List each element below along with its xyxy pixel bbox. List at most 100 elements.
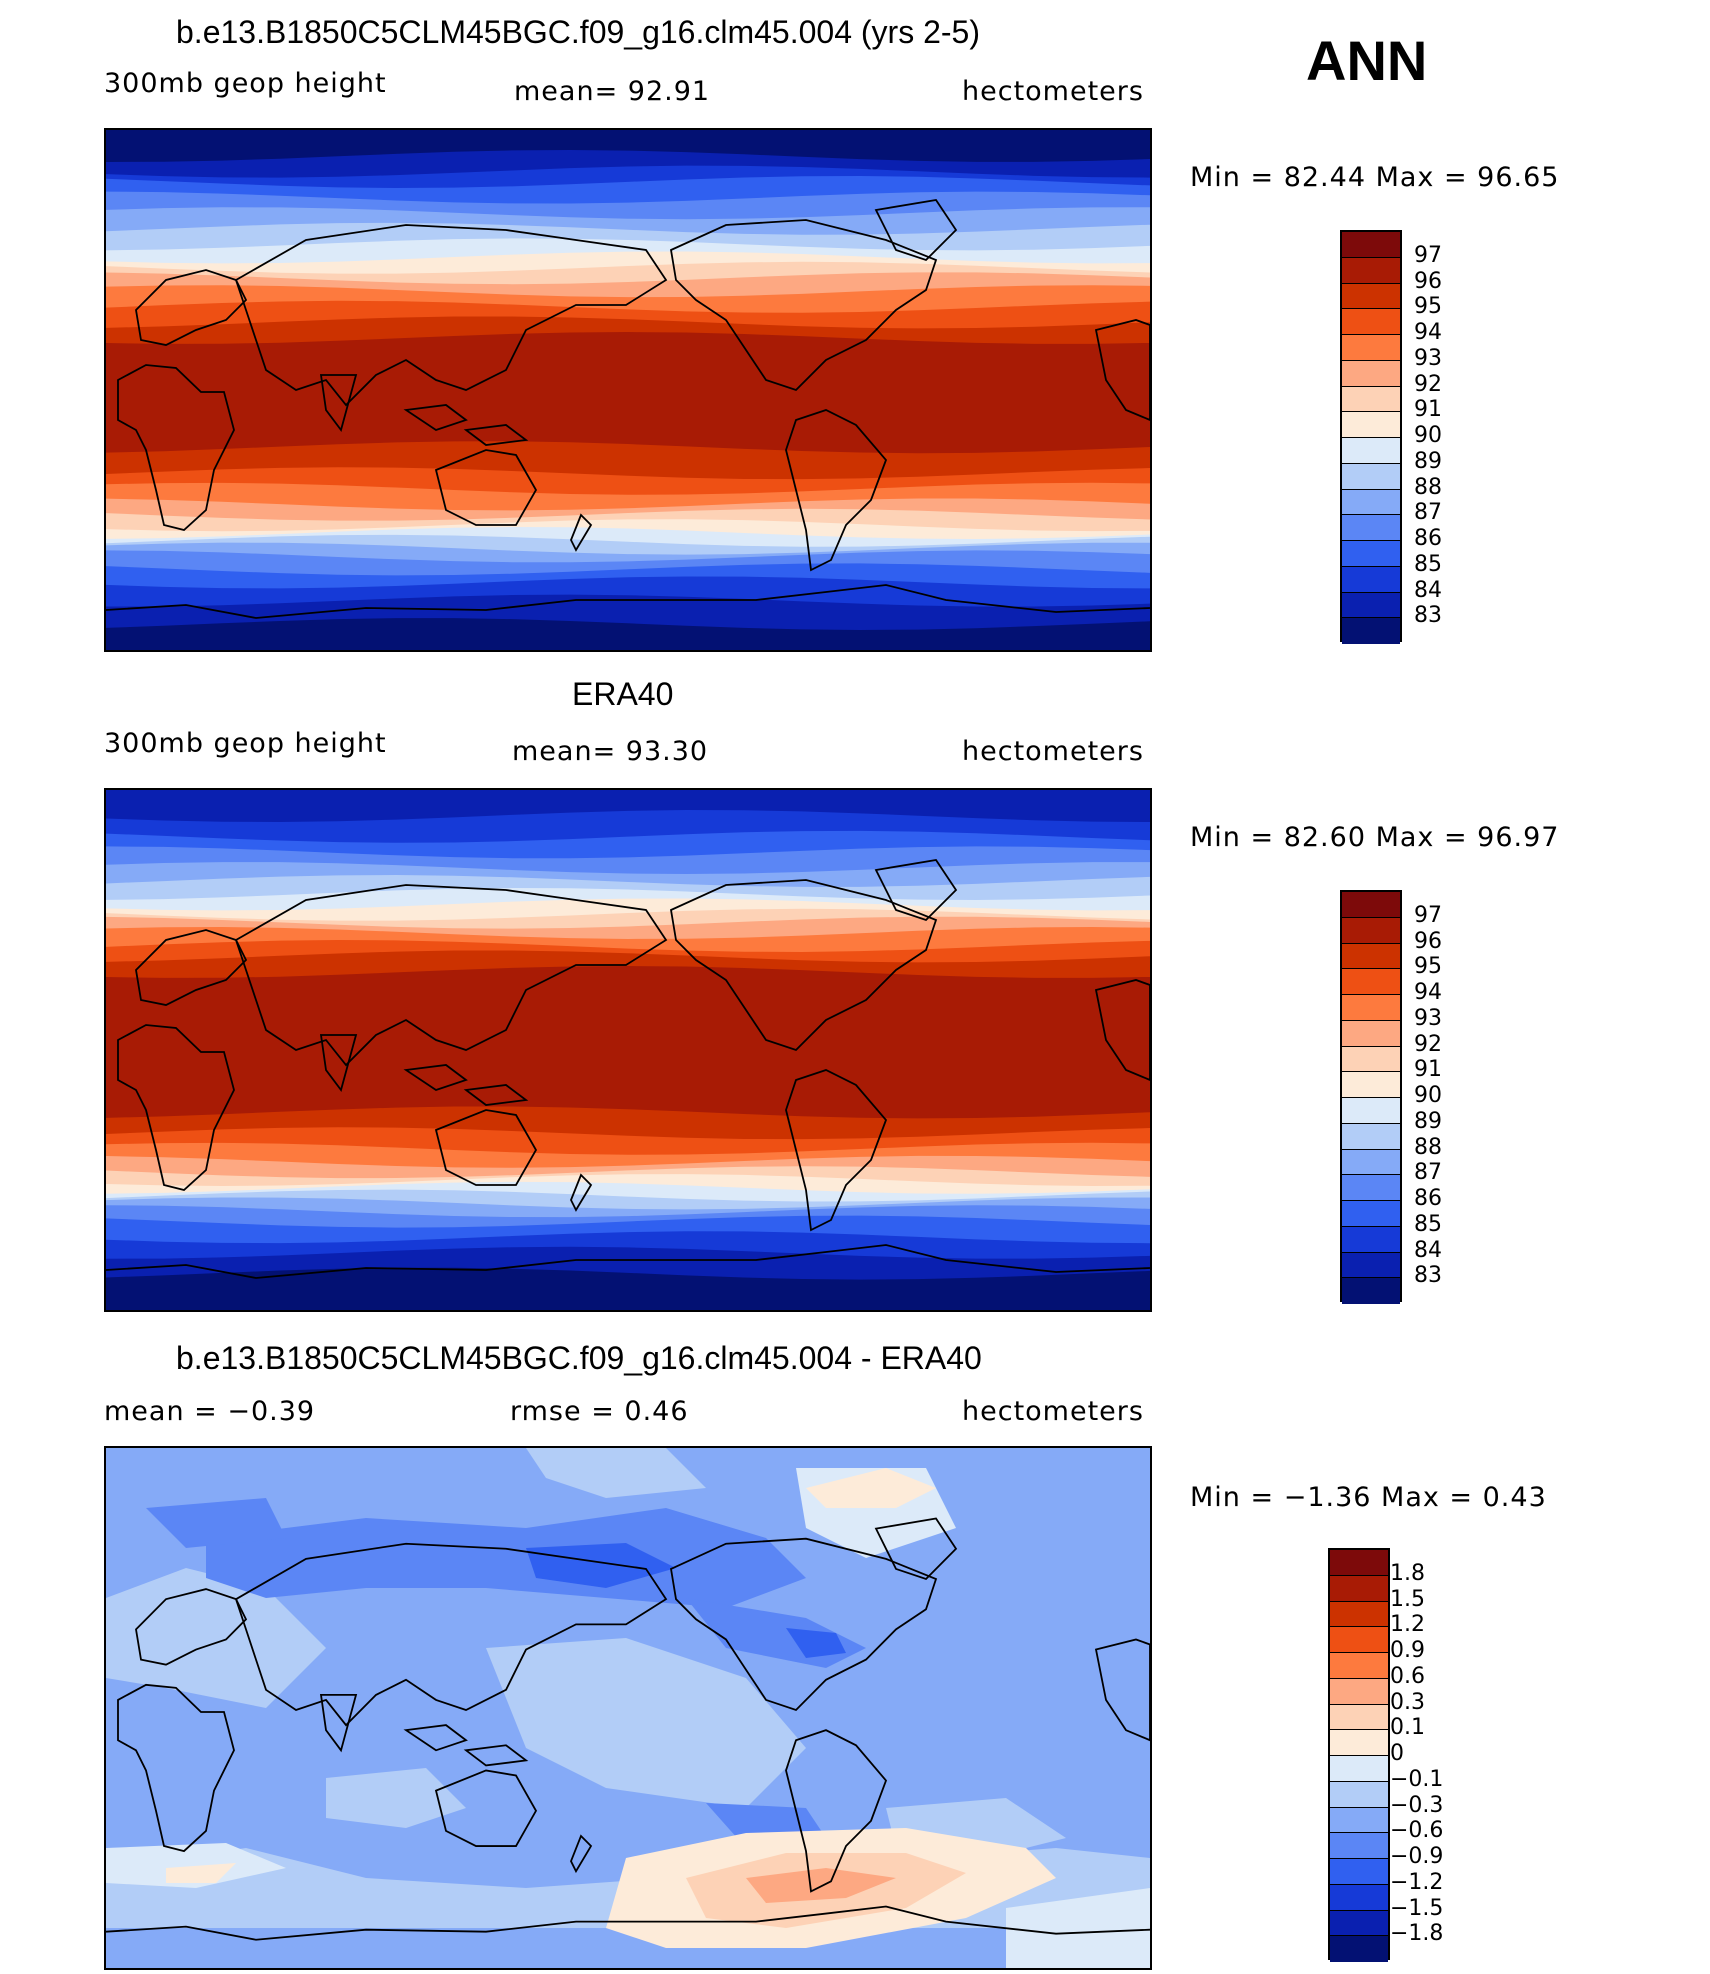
colorbar-segment (1342, 917, 1400, 944)
colorbar-tick-label: 86 (1414, 526, 1442, 551)
panel3-colorbar (1328, 1548, 1390, 1962)
colorbar-segment (1342, 309, 1400, 335)
colorbar-tick-label: 96 (1414, 928, 1442, 954)
colorbar-tick-label: 85 (1414, 551, 1442, 577)
colorbar-segment (1330, 1833, 1388, 1859)
colorbar-segment (1342, 283, 1400, 310)
coastline (117, 1683, 235, 1853)
contour-band (486, 1638, 806, 1808)
colorbar-segment (1342, 438, 1400, 464)
contour-band (106, 332, 1150, 456)
colorbar-segment (1342, 232, 1400, 258)
panel2-units-label: hectometers (962, 736, 1144, 767)
colorbar-tick-label: 85 (1414, 1211, 1442, 1237)
colorbar-segment (1342, 566, 1400, 593)
coastline (135, 269, 248, 346)
colorbar-tick-label: 97 (1414, 902, 1442, 928)
colorbar-segment (1342, 1098, 1400, 1124)
colorbar-segment (1330, 1550, 1388, 1576)
panel2-mean-label: mean= 93.30 (512, 736, 709, 767)
colorbar-tick-label: 83 (1414, 603, 1442, 629)
colorbar-tick-label: 89 (1414, 448, 1442, 474)
coastline (319, 1693, 358, 1753)
colorbar-tick-label: 95 (1414, 294, 1442, 320)
colorbar-tick-label: 0 (1390, 1741, 1404, 1766)
colorbar-segment (1330, 1575, 1388, 1602)
colorbar-tick-label: 1.5 (1390, 1586, 1425, 1612)
panel1-units-label: hectometers (962, 76, 1144, 107)
contour-band (806, 1468, 936, 1508)
colorbar-tick-label: 0.3 (1390, 1689, 1425, 1715)
panel3-rmse-label: rmse = 0.46 (510, 1396, 689, 1427)
contour-band (786, 1628, 846, 1658)
colorbar-tick-label: −0.3 (1390, 1792, 1444, 1818)
coastline (874, 859, 958, 922)
coastline (785, 1729, 888, 1893)
coastline (135, 1588, 248, 1666)
colorbar-tick-label: 87 (1414, 1160, 1442, 1186)
colorbar-tick-label: 90 (1414, 1083, 1442, 1108)
colorbar-segment (1342, 969, 1400, 995)
colorbar-tick-label: −0.1 (1390, 1766, 1444, 1792)
coastline (403, 1064, 529, 1106)
colorbar-segment (1342, 995, 1400, 1021)
panel3-title: b.e13.B1850C5CLM45BGC.f09_g16.clm45.004 … (176, 1340, 982, 1376)
colorbar-tick-label: 88 (1414, 474, 1442, 500)
panel1-colorbar (1340, 230, 1402, 644)
colorbar-segment (1330, 1859, 1388, 1885)
colorbar-segment (1342, 892, 1400, 918)
colorbar-tick-label: 1.2 (1390, 1612, 1425, 1638)
contour-band (106, 618, 1150, 650)
colorbar-segment (1330, 1936, 1388, 1962)
coastline (106, 1244, 1150, 1279)
coastline (669, 879, 938, 1052)
colorbar-segment (1330, 1601, 1388, 1628)
colorbar-segment (1342, 1046, 1400, 1073)
colorbar-segment (1342, 943, 1400, 970)
coastline (403, 1724, 529, 1767)
colorbar-tick-label: 92 (1414, 1031, 1442, 1057)
coastline (785, 409, 888, 572)
coastline (403, 404, 529, 446)
colorbar-segment (1342, 1175, 1400, 1201)
coastline (570, 1173, 593, 1212)
colorbar-segment (1342, 360, 1400, 387)
coastline (117, 364, 235, 531)
contour-band (106, 1843, 286, 1888)
colorbar-tick-label: 84 (1414, 1237, 1442, 1263)
colorbar-tick-label: 96 (1414, 268, 1442, 294)
colorbar-segment (1342, 1278, 1400, 1304)
coastline (106, 1905, 1150, 1941)
panel2-map (104, 788, 1152, 1312)
colorbar-tick-label: 1.8 (1390, 1560, 1425, 1586)
colorbar-segment (1342, 541, 1400, 567)
colorbar-tick-label: 0.1 (1390, 1715, 1425, 1741)
colorbar-segment (1342, 1020, 1400, 1047)
colorbar-segment (1342, 412, 1400, 438)
colorbar-tick-label: 94 (1414, 980, 1442, 1005)
colorbar-tick-label: 0.6 (1390, 1663, 1425, 1689)
colorbar-tick-label: 84 (1414, 577, 1442, 603)
colorbar-segment (1342, 1123, 1400, 1150)
colorbar-tick-label: 97 (1414, 242, 1442, 268)
contour-band (166, 1863, 236, 1883)
season-label: ANN (1306, 29, 1428, 92)
colorbar-segment (1330, 1653, 1388, 1679)
panel1-title: b.e13.B1850C5CLM45BGC.f09_g16.clm45.004 … (176, 14, 980, 50)
colorbar-segment (1342, 515, 1400, 541)
panel3-mean-label: mean = −0.39 (104, 1396, 316, 1427)
colorbar-tick-label: 89 (1414, 1108, 1442, 1134)
panel1-mean-label: mean= 92.91 (514, 76, 711, 107)
colorbar-segment (1342, 463, 1400, 490)
colorbar-tick-label: −1.5 (1390, 1895, 1444, 1921)
panel2-left-label: 300mb geop height (104, 728, 387, 759)
colorbar-segment (1342, 1201, 1400, 1227)
colorbar-segment (1342, 386, 1400, 413)
colorbar-segment (1330, 1678, 1388, 1705)
colorbar-tick-label: 0.9 (1390, 1638, 1425, 1663)
contour-band (146, 1498, 286, 1548)
coastline (319, 1034, 358, 1093)
coastline (785, 1069, 888, 1232)
colorbar-tick-label: −1.2 (1390, 1869, 1444, 1895)
coastline (874, 199, 958, 262)
